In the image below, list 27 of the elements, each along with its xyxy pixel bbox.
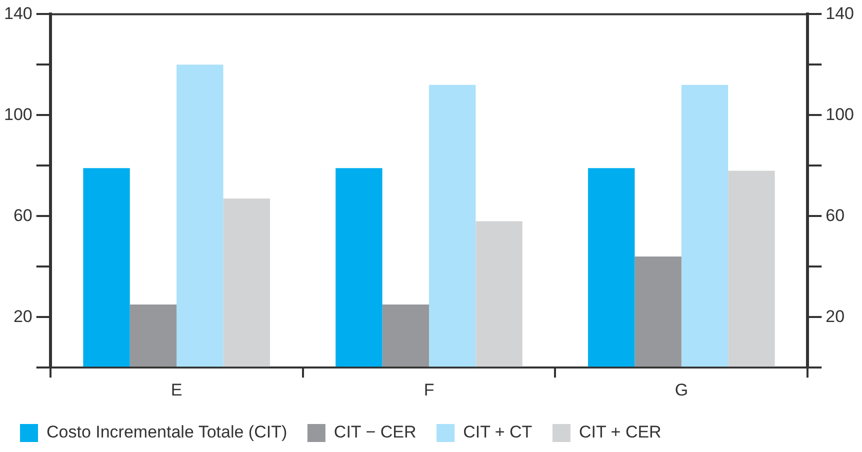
y2-tick-label: 20 [826, 306, 845, 326]
bar [223, 198, 270, 367]
bar [382, 304, 429, 367]
bar [728, 170, 775, 367]
bar [588, 168, 635, 367]
legend-label: CIT + CT [463, 422, 532, 442]
bar [176, 64, 224, 367]
y-tick-label: 20 [13, 306, 32, 326]
bar [429, 84, 476, 367]
legend-label: Costo Incrementale Totale (CIT) [46, 422, 288, 442]
x-tick-label: F [424, 380, 434, 400]
y2-tick-label: 140 [826, 4, 854, 23]
legend-label: CIT + CER [578, 422, 662, 442]
y-tick-label: 60 [13, 206, 32, 225]
bar [130, 304, 177, 367]
x-tick-label: G [674, 380, 688, 400]
bar [634, 256, 682, 367]
bar [681, 84, 728, 367]
y-tick-label: 140 [4, 4, 32, 23]
bar [476, 221, 522, 367]
y2-tick-label: 60 [826, 206, 845, 225]
y-tick-label: 100 [4, 104, 32, 124]
bar [336, 168, 382, 367]
y2-tick-label: 100 [826, 104, 854, 124]
bar [83, 168, 130, 367]
legend-label: CIT − CER [334, 422, 416, 442]
x-tick-label: E [170, 380, 182, 400]
